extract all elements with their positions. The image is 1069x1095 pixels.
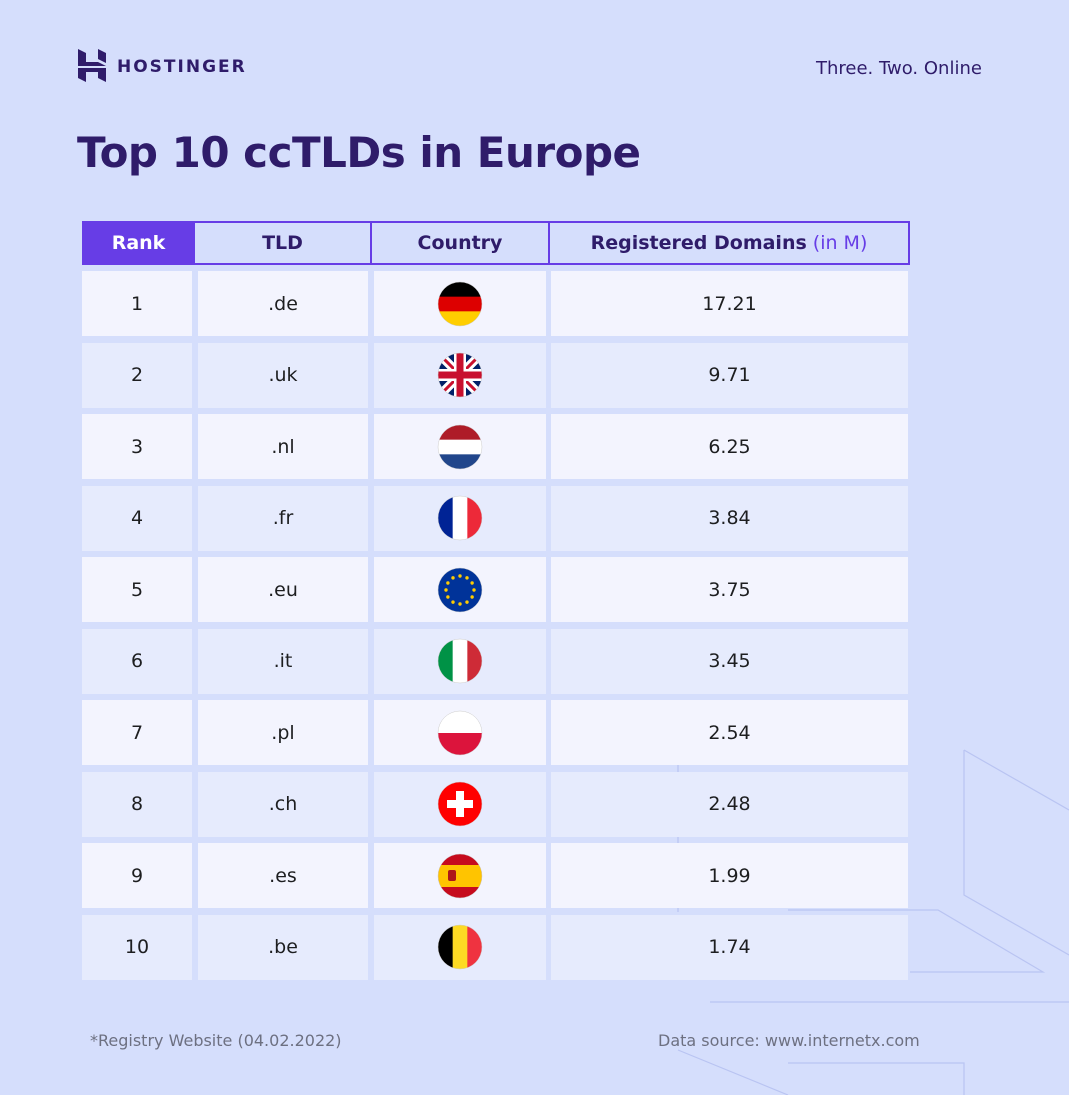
country-cell bbox=[374, 342, 546, 408]
rank-cell: 6 bbox=[82, 628, 192, 694]
rank-cell: 4 bbox=[82, 485, 192, 551]
country-flag bbox=[437, 781, 483, 827]
footnote: *Registry Website (04.02.2022) bbox=[90, 1031, 342, 1050]
rank-cell: 5 bbox=[82, 557, 192, 622]
country-flag bbox=[437, 853, 483, 898]
domains-cell: 1.74 bbox=[551, 914, 908, 980]
domains-cell: 3.75 bbox=[551, 557, 908, 622]
tld-cell: .de bbox=[198, 271, 368, 336]
country-flag bbox=[437, 424, 483, 469]
country-flag bbox=[437, 638, 483, 684]
rank-cell: 2 bbox=[82, 342, 192, 408]
domains-cell: 3.84 bbox=[551, 485, 908, 551]
domains-cell: 17.21 bbox=[551, 271, 908, 336]
tld-cell: .nl bbox=[198, 414, 368, 479]
domains-cell: 9.71 bbox=[551, 342, 908, 408]
country-cell bbox=[374, 557, 546, 622]
rank-cell: 8 bbox=[82, 771, 192, 837]
title: Top 10 ccTLDs in Europe bbox=[77, 128, 641, 177]
domains-cell: 6.25 bbox=[551, 414, 908, 479]
column-header: Rank bbox=[82, 221, 195, 265]
brand-logo bbox=[78, 49, 106, 82]
rank-cell: 3 bbox=[82, 414, 192, 479]
country-cell bbox=[374, 914, 546, 980]
column-header: Registered Domains (in M) bbox=[548, 221, 910, 265]
tld-cell: .es bbox=[198, 843, 368, 908]
column-header: Country bbox=[370, 221, 550, 265]
tld-cell: .eu bbox=[198, 557, 368, 622]
domains-cell: 2.48 bbox=[551, 771, 908, 837]
tld-cell: .fr bbox=[198, 485, 368, 551]
domains-cell: 3.45 bbox=[551, 628, 908, 694]
data-source: Data source: www.internetx.com bbox=[658, 1031, 920, 1050]
country-cell bbox=[374, 628, 546, 694]
country-cell bbox=[374, 414, 546, 479]
column-header-unit: (in M) bbox=[812, 232, 868, 254]
country-cell bbox=[374, 485, 546, 551]
country-flag bbox=[437, 710, 483, 755]
brand-name: HOSTINGER bbox=[117, 57, 247, 77]
tld-cell: .pl bbox=[198, 700, 368, 765]
domains-cell: 1.99 bbox=[551, 843, 908, 908]
domains-cell: 2.54 bbox=[551, 700, 908, 765]
rank-cell: 10 bbox=[82, 914, 192, 980]
country-cell bbox=[374, 700, 546, 765]
tld-cell: .be bbox=[198, 914, 368, 980]
tld-cell: .uk bbox=[198, 342, 368, 408]
country-cell bbox=[374, 771, 546, 837]
country-flag bbox=[437, 924, 483, 970]
country-cell bbox=[374, 843, 546, 908]
rank-cell: 9 bbox=[82, 843, 192, 908]
tagline: Three. Two. Online bbox=[816, 58, 982, 79]
rank-cell: 7 bbox=[82, 700, 192, 765]
country-flag bbox=[437, 495, 483, 541]
country-flag bbox=[437, 352, 483, 398]
tld-cell: .ch bbox=[198, 771, 368, 837]
country-cell bbox=[374, 271, 546, 336]
tld-cell: .it bbox=[198, 628, 368, 694]
rank-cell: 1 bbox=[82, 271, 192, 336]
column-header-label: Registered Domains bbox=[590, 232, 807, 254]
country-flag bbox=[437, 281, 483, 326]
column-header: TLD bbox=[193, 221, 372, 265]
country-flag bbox=[437, 567, 483, 612]
